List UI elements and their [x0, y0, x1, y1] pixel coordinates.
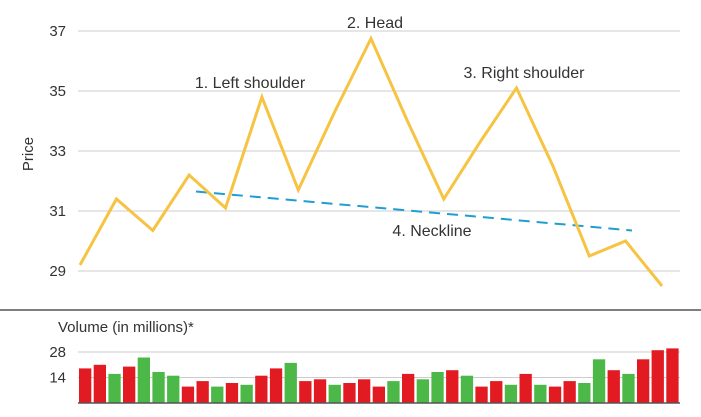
- volume-bar: [225, 383, 239, 403]
- volume-bar: [431, 372, 444, 403]
- volume-bar: [343, 383, 356, 403]
- volume-bar: [637, 359, 650, 403]
- volume-tick-label: 14: [49, 370, 66, 387]
- volume-bar: [93, 364, 106, 404]
- volume-tick-label: 28: [49, 344, 66, 361]
- volume-bar: [387, 381, 400, 403]
- price-tick-label: 35: [49, 83, 66, 100]
- volume-bar: [592, 359, 606, 403]
- annotation-right-shoulder: 3. Right shoulder: [464, 65, 586, 82]
- volume-bar: [196, 381, 209, 403]
- volume-bar: [607, 370, 620, 403]
- volume-bar: [490, 381, 503, 403]
- annotation-left-shoulder: 1. Left shoulder: [195, 75, 306, 92]
- volume-gridlines: [78, 351, 680, 378]
- annotation-neckline: 4. Neckline: [392, 223, 471, 240]
- price-tick-label: 33: [49, 143, 66, 160]
- price-tick-label: 29: [49, 263, 66, 280]
- volume-bar: [79, 368, 92, 403]
- volume-bar: [211, 386, 224, 403]
- volume-bar: [372, 386, 385, 403]
- volume-bar: [123, 366, 136, 403]
- volume-bar: [152, 372, 165, 403]
- price-tick-label: 37: [49, 23, 66, 40]
- volume-bar: [622, 373, 635, 403]
- volume-bar: [504, 384, 518, 403]
- volume-bar: [358, 379, 371, 403]
- volume-bar: [402, 373, 415, 403]
- volume-bar: [475, 386, 488, 403]
- volume-title: Volume (in millions)*: [58, 319, 194, 336]
- volume-bar: [181, 386, 195, 403]
- volume-bar: [328, 384, 341, 403]
- volume-bar: [416, 379, 429, 403]
- volume-bar: [313, 379, 327, 403]
- annotation-head: 2. Head: [347, 15, 403, 32]
- volume-bar: [255, 375, 268, 403]
- volume-bar: [284, 362, 297, 403]
- volume-bars: [79, 348, 679, 404]
- volume-bar: [240, 384, 253, 403]
- volume-tick-labels: 14 28: [49, 344, 66, 387]
- volume-bar: [167, 375, 180, 403]
- volume-bar: [578, 383, 591, 403]
- volume-bar: [519, 373, 532, 403]
- volume-bar: [666, 348, 679, 403]
- price-series-line: [78, 34, 664, 287]
- volume-bar: [137, 357, 150, 403]
- volume-bar: [299, 381, 312, 403]
- neckline-line: [195, 190, 633, 232]
- volume-bar: [534, 384, 547, 403]
- volume-bar: [460, 375, 474, 403]
- price-gridlines: [78, 30, 680, 272]
- volume-bar: [563, 381, 576, 403]
- volume-bar: [548, 386, 562, 403]
- volume-bar: [108, 373, 121, 403]
- volume-bar: [269, 368, 283, 403]
- price-tick-label: 31: [49, 203, 66, 220]
- volume-bar: [446, 370, 459, 403]
- volume-bar: [651, 350, 664, 403]
- price-tick-labels: 29 31 33 35 37: [49, 23, 66, 280]
- price-axis-label: Price: [20, 137, 37, 171]
